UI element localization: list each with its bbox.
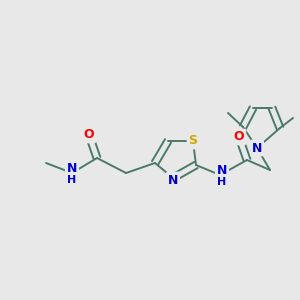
Text: N: N xyxy=(67,161,77,175)
Text: S: S xyxy=(188,134,197,148)
Text: H: H xyxy=(218,177,226,187)
Text: O: O xyxy=(234,130,244,143)
Text: H: H xyxy=(68,175,76,185)
Text: N: N xyxy=(217,164,227,176)
Text: N: N xyxy=(168,173,178,187)
Text: O: O xyxy=(84,128,94,142)
Text: N: N xyxy=(252,142,262,154)
